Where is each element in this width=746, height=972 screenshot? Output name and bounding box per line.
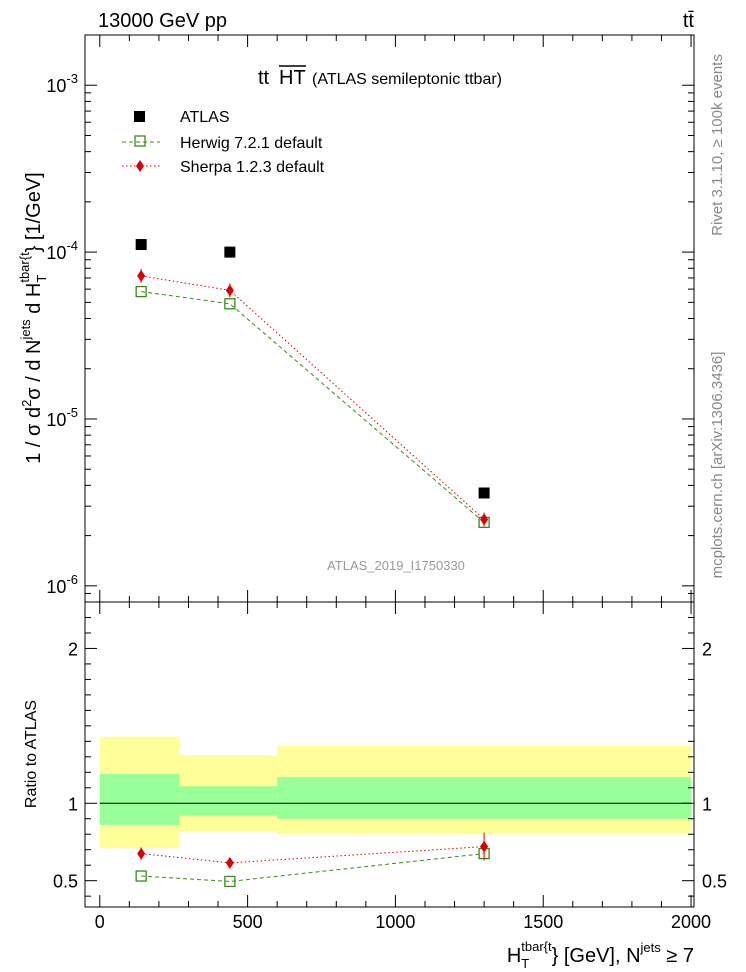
ratio-xtick-label: 500 xyxy=(233,912,263,932)
main-series-lines xyxy=(141,275,485,523)
ratio-xtick-label: 2000 xyxy=(671,912,711,932)
legend: ATLAS Herwig 7.2.1 default Sherpa 1.2.3 … xyxy=(122,109,325,176)
main-point-atlas xyxy=(224,246,236,258)
main-point-sherpa xyxy=(137,269,146,282)
legend-marker-herwig xyxy=(134,135,146,147)
ratio-xlabel: HTtbar{t} [GeV], Njets ≥ 7 xyxy=(507,939,694,971)
ratio-xtick-label: 1500 xyxy=(523,912,563,932)
analysis-label: ATLAS_2019_I1750330 xyxy=(327,558,465,573)
ratio-ytick-label: 0.5 xyxy=(53,872,78,892)
title-tt: tt xyxy=(258,67,270,89)
title-ht: HT xyxy=(279,67,306,89)
main-title: tt HT (ATLAS semileptonic ttbar) xyxy=(258,65,502,89)
ratio-axis-ticks: 0.5 0.5 1 1 2 2 0 500 1000 1500 2000 xyxy=(53,602,727,932)
main-point-herwig xyxy=(135,285,147,298)
main-ytick-label: 10-3 xyxy=(46,71,78,96)
energy-label: 13000 GeV pp xyxy=(98,10,227,32)
legend-label-sherpa: Sherpa 1.2.3 default xyxy=(180,159,325,176)
legend-label-herwig: Herwig 7.2.1 default xyxy=(180,135,323,152)
rivet-label: Rivet 3.1.10, ≥ 100k events xyxy=(709,54,726,236)
ratio-point-sherpa xyxy=(225,856,234,869)
legend-label-atlas: ATLAS xyxy=(180,109,230,126)
ratio-xtick-label: 1000 xyxy=(375,912,415,932)
main-point-sherpa xyxy=(480,513,489,526)
main-ytick-label: 10-6 xyxy=(46,572,78,597)
ratio-point-sherpa xyxy=(137,847,146,860)
title-suffix: (ATLAS semileptonic ttbar) xyxy=(312,71,502,88)
main-ytick-label: 10-5 xyxy=(46,405,78,430)
main-panel: 10-3 10-4 10-5 10-6 tt HT (ATLAS semilepton… xyxy=(17,34,695,603)
ratio-band-green xyxy=(277,776,692,819)
ratio-line-herwig xyxy=(141,853,485,882)
ratio-ytick-label-right: 0.5 xyxy=(702,872,727,892)
ratio-band-green xyxy=(99,773,180,825)
process-label: tt̄ xyxy=(683,10,695,32)
main-point-sherpa xyxy=(225,284,234,297)
main-ytick-label: 10-4 xyxy=(46,238,78,263)
main-ylabel: 1 / σ d2σ / d Njets d HTtbar{t} [1/GeV] xyxy=(17,172,49,464)
ratio-frame xyxy=(84,601,695,908)
ratio-ytick-label: 1 xyxy=(68,794,78,814)
ratio-line-sherpa xyxy=(141,846,485,864)
ratio-series-markers xyxy=(135,832,490,888)
ratio-point-sherpa xyxy=(480,840,489,853)
ratio-band-green xyxy=(179,786,278,816)
ratio-xtick-label: 0 xyxy=(95,912,105,932)
legend-marker-sherpa xyxy=(136,160,144,172)
main-point-herwig xyxy=(224,298,236,310)
ratio-point-herwig xyxy=(135,870,147,882)
main-axis-ticks: 10-3 10-4 10-5 10-6 xyxy=(46,34,694,603)
main-frame xyxy=(84,34,695,603)
main-line-herwig xyxy=(141,291,485,523)
source-label: mcplots.cern.ch [arXiv:1306.3436] xyxy=(709,352,726,579)
main-point-atlas xyxy=(478,487,490,499)
main-point-atlas xyxy=(135,239,147,251)
ratio-panel: 0.5 0.5 1 1 2 2 0 500 1000 1500 2000 Ratio to ATLA… xyxy=(23,601,727,971)
ratio-ytick-label-right: 2 xyxy=(702,639,712,659)
ratio-uncertainty-bands xyxy=(99,736,692,849)
ratio-ylabel: Ratio to ATLAS xyxy=(23,700,40,808)
main-line-sherpa xyxy=(141,275,485,520)
ratio-ytick-label-right: 1 xyxy=(702,794,712,814)
ratio-series-lines xyxy=(141,846,485,882)
legend-marker-atlas xyxy=(134,111,145,122)
ratio-point-herwig xyxy=(224,875,236,888)
ratio-ytick-label: 2 xyxy=(68,639,78,659)
main-series-markers xyxy=(135,239,490,529)
